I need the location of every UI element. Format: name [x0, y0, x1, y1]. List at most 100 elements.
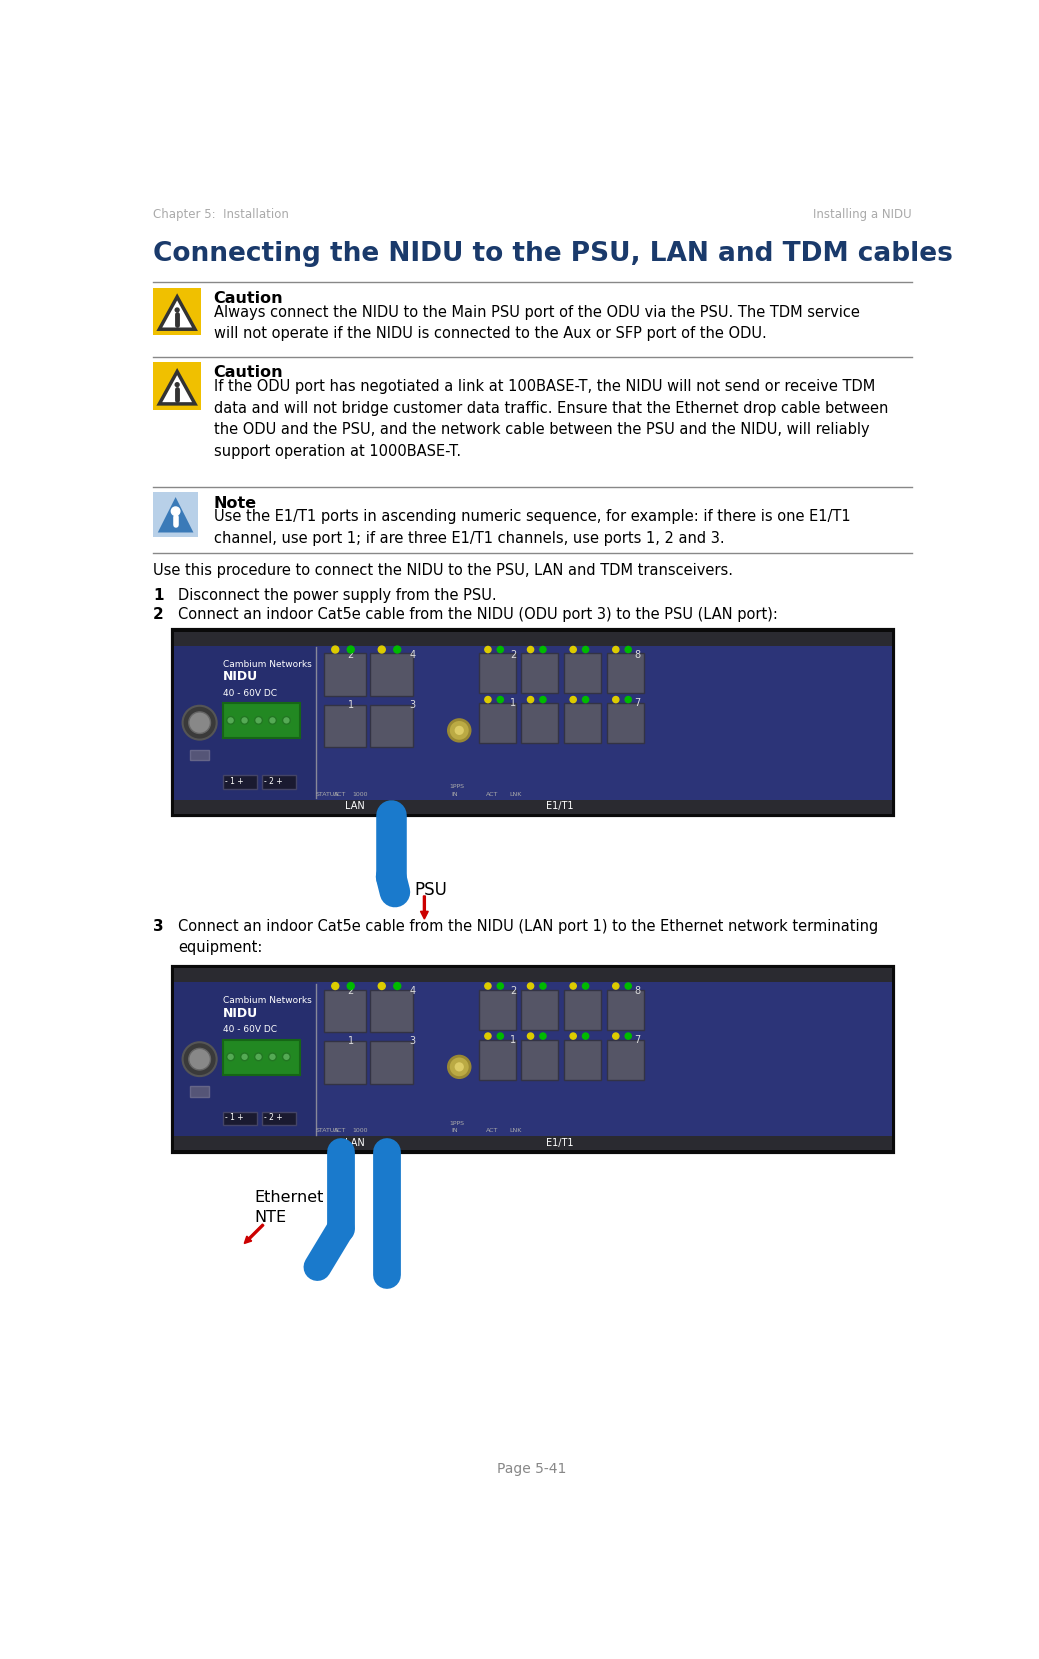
Text: 2: 2 [348, 985, 354, 995]
Text: Caution: Caution [214, 365, 284, 380]
Bar [522, 990, 558, 1030]
Circle shape [625, 982, 632, 989]
Text: - 1 +: - 1 + [225, 1113, 244, 1121]
Circle shape [331, 982, 339, 989]
Text: 40 - 60V DC: 40 - 60V DC [223, 1025, 276, 1034]
Circle shape [347, 982, 354, 989]
Bar [564, 990, 602, 1030]
Circle shape [269, 717, 276, 725]
FancyArrow shape [421, 896, 428, 919]
Bar [153, 362, 202, 410]
Bar [323, 1042, 367, 1083]
Bar [262, 775, 296, 790]
Text: LNK: LNK [509, 791, 522, 796]
Circle shape [283, 717, 290, 725]
Bar [564, 1040, 602, 1080]
Bar [190, 750, 209, 760]
Bar [223, 1040, 300, 1075]
Circle shape [485, 982, 491, 989]
Text: Note: Note [214, 496, 257, 511]
Text: NIDU: NIDU [223, 1007, 258, 1020]
Circle shape [485, 697, 491, 703]
Bar [175, 982, 318, 1136]
FancyArrow shape [244, 1224, 264, 1244]
Text: 1: 1 [510, 698, 516, 708]
Text: LAN: LAN [345, 801, 365, 811]
Text: IN: IN [452, 791, 458, 796]
Circle shape [227, 1053, 235, 1060]
Text: Ethernet
NTE: Ethernet NTE [254, 1190, 323, 1224]
Circle shape [255, 717, 263, 725]
Text: 2: 2 [510, 650, 516, 660]
Text: Connect an indoor Cat5e cable from the NIDU (LAN port 1) to the Ethernet network: Connect an indoor Cat5e cable from the N… [178, 919, 878, 956]
Text: 1: 1 [510, 1035, 516, 1045]
Circle shape [347, 645, 354, 654]
Text: E1/T1: E1/T1 [547, 1138, 574, 1148]
Circle shape [394, 645, 401, 654]
Circle shape [570, 697, 577, 703]
Circle shape [583, 982, 589, 989]
Circle shape [449, 720, 470, 742]
Bar [479, 654, 515, 693]
Bar [323, 990, 367, 1032]
Circle shape [498, 982, 504, 989]
Circle shape [498, 647, 504, 652]
Text: Installing a NIDU: Installing a NIDU [814, 209, 912, 221]
Circle shape [528, 982, 534, 989]
Circle shape [528, 647, 534, 652]
Bar [223, 775, 257, 790]
Circle shape [241, 717, 248, 725]
Bar [607, 654, 644, 693]
Text: ACT: ACT [334, 1128, 346, 1133]
Text: 1000: 1000 [352, 791, 368, 796]
Circle shape [241, 1053, 248, 1060]
Bar [323, 654, 367, 695]
Bar [479, 1040, 515, 1080]
Circle shape [176, 383, 179, 387]
Circle shape [176, 309, 179, 312]
Text: 2: 2 [348, 650, 354, 660]
Circle shape [528, 697, 534, 703]
Text: E1/T1: E1/T1 [547, 801, 574, 811]
Circle shape [283, 1053, 290, 1060]
Text: 8: 8 [635, 985, 641, 995]
Text: - 2 +: - 2 + [264, 1113, 283, 1121]
Text: NIDU: NIDU [223, 670, 258, 684]
Bar [479, 990, 515, 1030]
Circle shape [449, 1057, 470, 1078]
Circle shape [613, 647, 619, 652]
Bar [370, 990, 412, 1032]
Circle shape [625, 697, 632, 703]
Circle shape [378, 982, 385, 989]
Circle shape [583, 647, 589, 652]
Text: - 2 +: - 2 + [264, 776, 283, 786]
Polygon shape [158, 498, 193, 533]
Circle shape [613, 697, 619, 703]
Circle shape [227, 717, 235, 725]
Text: 3: 3 [153, 919, 164, 934]
Text: 1PPS: 1PPS [449, 785, 464, 790]
Text: Use this procedure to connect the NIDU to the PSU, LAN and TDM transceivers.: Use this procedure to connect the NIDU t… [153, 564, 734, 579]
Bar [607, 1040, 644, 1080]
Text: 1: 1 [348, 1037, 354, 1047]
Circle shape [485, 1034, 491, 1039]
Circle shape [331, 645, 339, 654]
Text: 1000: 1000 [352, 1128, 368, 1133]
Text: ACT: ACT [486, 1128, 499, 1133]
Bar [607, 703, 644, 743]
Bar [175, 1136, 891, 1150]
Text: Chapter 5:  Installation: Chapter 5: Installation [153, 209, 289, 221]
Circle shape [255, 1053, 263, 1060]
Circle shape [540, 647, 547, 652]
Circle shape [394, 982, 401, 989]
Text: Always connect the NIDU to the Main PSU port of the ODU via the PSU. The TDM ser: Always connect the NIDU to the Main PSU … [214, 305, 859, 342]
Circle shape [378, 645, 385, 654]
Text: 4: 4 [409, 985, 416, 995]
Bar [175, 800, 891, 813]
Circle shape [269, 1053, 276, 1060]
Polygon shape [159, 297, 195, 328]
Bar [172, 630, 894, 815]
Circle shape [498, 697, 504, 703]
Text: ACT: ACT [334, 791, 346, 796]
Circle shape [583, 1034, 589, 1039]
